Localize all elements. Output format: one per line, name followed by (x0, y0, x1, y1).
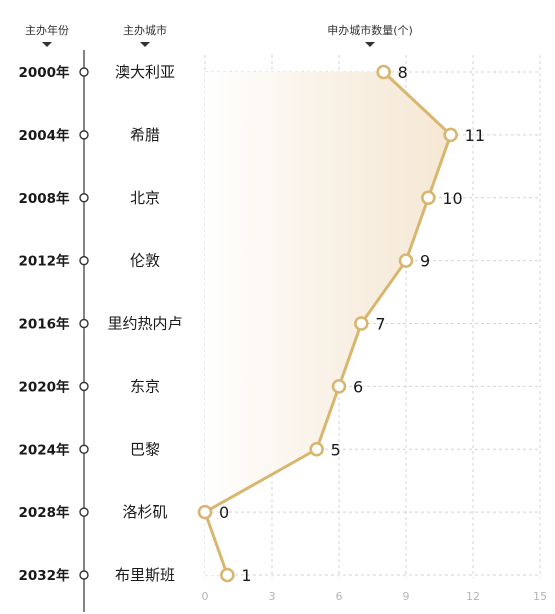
data-label: 6 (353, 377, 363, 396)
city-label: 巴黎 (130, 440, 160, 458)
timeline-dot (79, 318, 89, 329)
x-tick-label: 0 (202, 590, 209, 603)
city-label: 伦敦 (130, 252, 160, 270)
series-markers (197, 64, 458, 583)
timeline-dot (79, 130, 89, 140)
x-tick-label: 15 (533, 590, 547, 603)
data-label: 5 (331, 440, 341, 459)
year-label: 2016年 (18, 316, 70, 333)
data-label: 10 (442, 189, 462, 208)
city-label: 希腊 (130, 126, 160, 144)
timeline-dot (79, 570, 89, 580)
year-header: 主办年份 (25, 23, 69, 37)
count-header-arrow-icon (365, 42, 375, 47)
timeline-dot (79, 193, 89, 203)
data-label: 0 (219, 503, 229, 522)
city-label: 布里斯班 (115, 566, 175, 584)
data-point (331, 379, 347, 394)
data-label: 1 (241, 566, 251, 585)
area-shape (205, 72, 451, 575)
area-fill (205, 72, 451, 575)
timeline-dot (79, 507, 89, 517)
data-labels: 8 11 10 9 7 6 5 0 1 (219, 63, 485, 585)
x-tick-label: 9 (403, 590, 410, 603)
data-point (354, 316, 369, 331)
city-label: 洛杉矶 (122, 503, 167, 521)
data-point (220, 567, 235, 583)
city-label: 北京 (130, 189, 160, 207)
data-point (421, 190, 436, 206)
data-point (398, 253, 414, 268)
year-label: 2008年 (18, 190, 70, 207)
x-tick-label: 6 (336, 590, 343, 603)
city-label: 里约热内卢 (107, 315, 182, 333)
timeline-dot (79, 67, 89, 77)
x-axis-ticks: 0 3 6 9 12 15 (202, 590, 548, 603)
data-label: 8 (398, 63, 408, 82)
city-label: 东京 (130, 377, 160, 395)
year-label: 2004年 (18, 127, 70, 144)
data-point (443, 127, 458, 143)
year-label: 2000年 (18, 64, 70, 81)
city-header: 主办城市 (123, 23, 167, 37)
year-label: 2032年 (18, 567, 70, 584)
city-label: 澳大利亚 (115, 63, 175, 81)
city-header-arrow-icon (140, 42, 150, 47)
timeline-dot (79, 444, 89, 454)
year-label: 2028年 (18, 504, 70, 521)
year-label: 2024年 (18, 441, 70, 458)
year-header-arrow-icon (42, 42, 52, 47)
data-label: 9 (420, 252, 430, 271)
year-label: 2020年 (18, 378, 70, 395)
data-point (197, 504, 213, 520)
year-label: 2012年 (18, 253, 70, 270)
data-label: 11 (465, 126, 485, 145)
timeline-dot (79, 381, 89, 392)
timeline-dot (79, 255, 89, 266)
data-point (309, 441, 324, 457)
data-label: 7 (375, 315, 385, 334)
category-rows: 2000年 澳大利亚 2004年 希腊 2008年 北京 2012年 伦敦 2016年 里约热内卢… (18, 63, 182, 584)
data-point (376, 64, 391, 80)
x-tick-label: 12 (466, 590, 480, 603)
x-tick-label: 3 (269, 590, 276, 603)
count-header: 申办城市数量(个) (327, 23, 413, 37)
